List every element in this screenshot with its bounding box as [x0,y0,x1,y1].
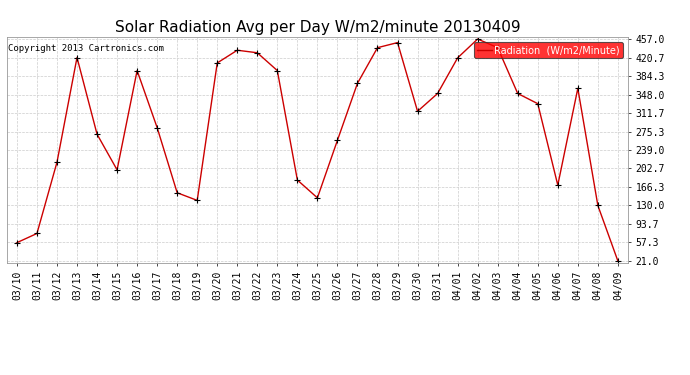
Text: Copyright 2013 Cartronics.com: Copyright 2013 Cartronics.com [8,44,164,53]
Legend: Radiation  (W/m2/Minute): Radiation (W/m2/Minute) [474,42,623,58]
Title: Solar Radiation Avg per Day W/m2/minute 20130409: Solar Radiation Avg per Day W/m2/minute … [115,20,520,35]
